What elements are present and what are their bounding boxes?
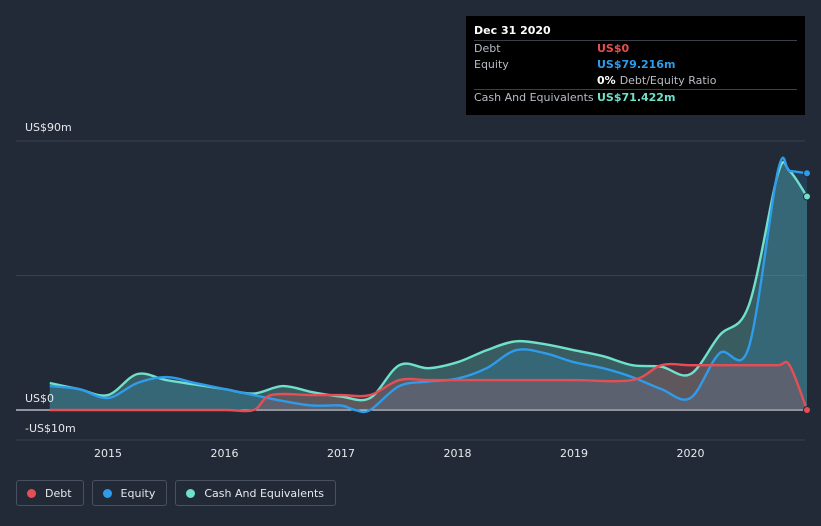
tooltip: Dec 31 2020 Debt US$0 Equity US$79.216m …: [466, 16, 805, 115]
tooltip-cash-value: US$71.422m: [597, 91, 676, 104]
tooltip-debt-label: Debt: [474, 42, 501, 55]
tooltip-cash-label: Cash And Equivalents: [474, 91, 594, 104]
x-tick-label-2018: 2018: [444, 447, 472, 460]
y-tick-label-1: US$0: [25, 392, 54, 405]
legend-cash-label: Cash And Equivalents: [204, 486, 324, 500]
x-tick-label-2015: 2015: [94, 447, 122, 460]
tooltip-equity-value: US$79.216m: [597, 58, 676, 71]
equity-dot-icon: [102, 488, 112, 498]
tooltip-date: Dec 31 2020: [474, 24, 551, 37]
axis-layer: US$90m US$0 -US$10m 2015 2016 2017 2018 2019 202…: [25, 121, 705, 460]
cash-area: [49, 162, 807, 410]
equity-end-point: [803, 169, 811, 178]
x-tick-label-2019: 2019: [560, 447, 588, 460]
debt-line: [49, 360, 809, 413]
legend-item-equity[interactable]: Equity: [91, 480, 168, 506]
debt-end-point: [803, 406, 811, 414]
y-tick-label-2: -US$10m: [25, 422, 76, 435]
cash-dot-icon: [186, 488, 196, 498]
legend-item-debt[interactable]: Debt: [16, 480, 84, 506]
tooltip-row-debt: Debt US$0: [474, 40, 797, 57]
y-tick-label-0: US$90m: [25, 121, 72, 134]
legend-equity-label: Equity: [120, 486, 156, 500]
tooltip-row-equity: Equity US$79.216m: [474, 57, 797, 73]
end-markers: [803, 169, 811, 414]
tooltip-row-cash: Cash And Equivalents US$71.422m: [474, 89, 797, 106]
tooltip-row-ratio: 0% Debt/Equity Ratio: [474, 73, 797, 89]
debt-dot-icon: [27, 488, 36, 498]
x-tick-label-2020: 2020: [677, 447, 705, 460]
debt-area: [49, 361, 807, 412]
tooltip-debt-value: US$0: [597, 42, 630, 55]
tooltip-ratio-value: 0%: [597, 74, 616, 87]
x-tick-label-2016: 2016: [211, 447, 239, 460]
x-tick-label-2017: 2017: [327, 447, 355, 460]
cash-end-point: [803, 192, 811, 201]
area-layer: [49, 157, 807, 412]
legend: Debt Equity Cash And Equivalents: [16, 480, 336, 506]
legend-item-cash[interactable]: Cash And Equivalents: [175, 480, 336, 506]
legend-debt-label: Debt: [45, 486, 72, 500]
tooltip-equity-label: Equity: [474, 58, 509, 71]
equity-area: [49, 157, 807, 412]
tooltip-ratio-label: Debt/Equity Ratio: [619, 74, 717, 87]
cash-line: [49, 160, 809, 402]
line-layer: [49, 156, 809, 414]
